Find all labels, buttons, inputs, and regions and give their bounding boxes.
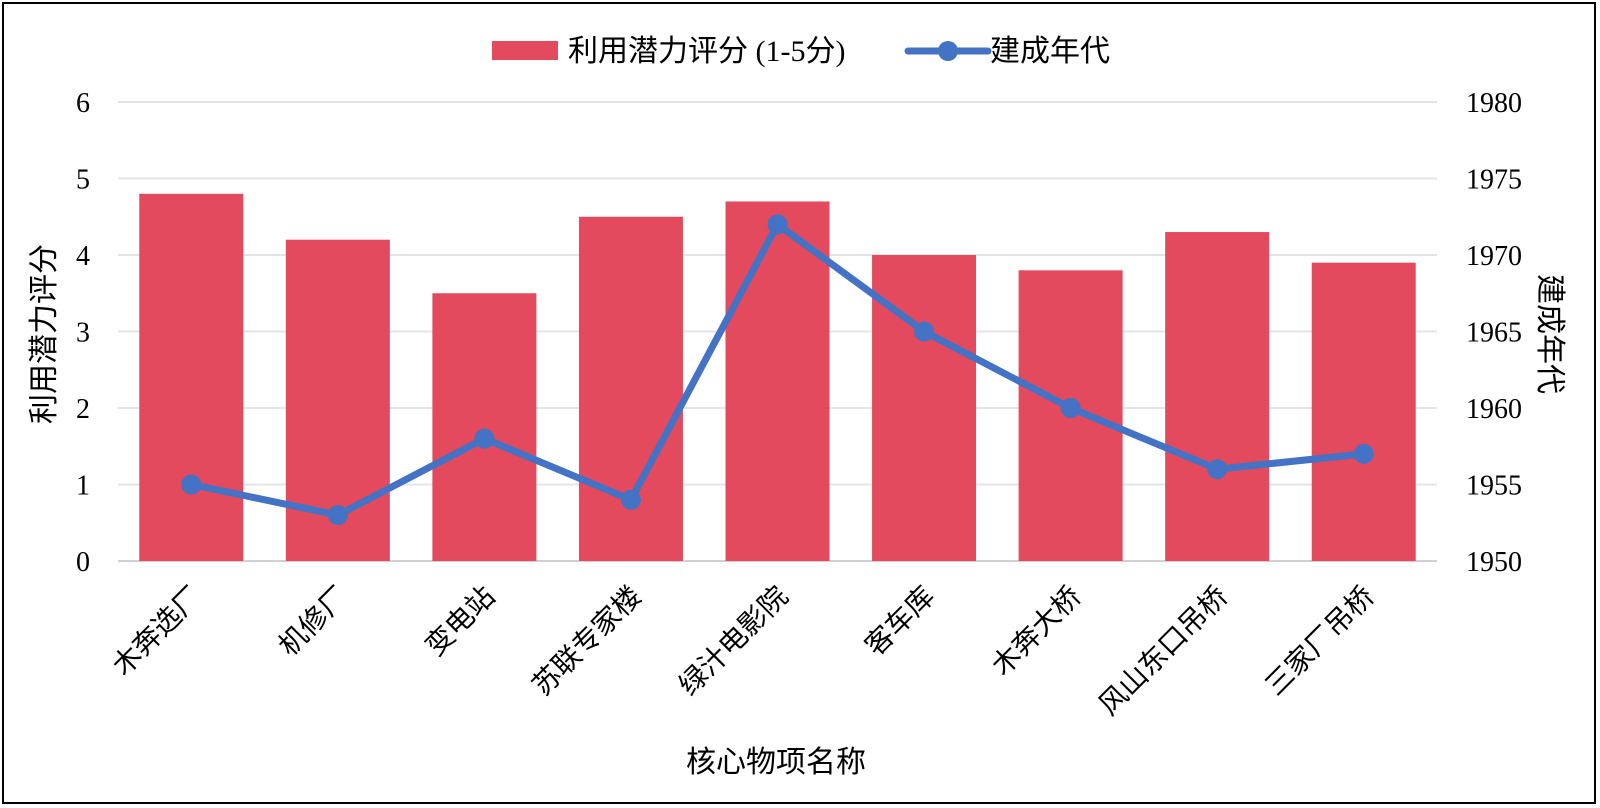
bar — [725, 201, 830, 561]
line-point — [474, 428, 495, 449]
category-labels: 木奔选厂 机修厂 变电站 苏联专家楼 绿汁电影院 客车库 木奔大桥 风山东口吊桥 三家厂吊桥 — [106, 580, 1380, 721]
category-label: 风山东口吊桥 — [1093, 580, 1234, 721]
y2-axis-title: 建成年代 — [1533, 274, 1566, 394]
bar-series — [139, 193, 1416, 562]
legend-bar-swatch — [492, 41, 558, 60]
left-tick-label: 2 — [76, 394, 90, 425]
x-axis-title: 核心物项名称 — [686, 746, 866, 779]
left-tick-label: 5 — [76, 165, 90, 196]
category-label: 三家厂吊桥 — [1259, 580, 1381, 702]
category-label: 木奔大桥 — [986, 580, 1088, 682]
bar — [432, 293, 537, 561]
line-point — [620, 489, 641, 510]
legend: 利用潜力评分 (1-5分) 建成年代 — [492, 35, 1110, 68]
left-tick-label: 1 — [76, 471, 90, 502]
right-tick-label: 1965 — [1466, 318, 1522, 349]
line-series — [181, 214, 1374, 526]
line-point — [181, 474, 202, 495]
right-axis-ticks: 1950 1955 1960 1965 1970 1975 1980 — [1466, 88, 1522, 578]
right-tick-label: 1970 — [1466, 241, 1522, 272]
legend-line-label: 建成年代 — [990, 35, 1110, 68]
left-tick-label: 6 — [76, 88, 90, 119]
legend-line-marker — [938, 41, 958, 61]
bar — [1311, 262, 1416, 561]
category-label: 变电站 — [419, 580, 501, 662]
line-point — [914, 321, 935, 342]
right-tick-label: 1960 — [1466, 394, 1522, 425]
left-axis-ticks: 0 1 2 3 4 5 6 — [76, 88, 90, 578]
left-tick-label: 0 — [76, 547, 90, 578]
right-tick-label: 1975 — [1466, 165, 1522, 196]
left-tick-label: 3 — [76, 318, 90, 349]
category-label: 机修厂 — [273, 580, 355, 662]
right-tick-label: 1980 — [1466, 88, 1522, 119]
category-label: 木奔选厂 — [106, 580, 208, 682]
right-tick-label: 1955 — [1466, 471, 1522, 502]
line-point — [767, 214, 788, 235]
category-label: 绿汁电影院 — [673, 580, 795, 702]
line-point — [1060, 398, 1081, 418]
category-label: 客车库 — [859, 580, 941, 662]
line-point — [1353, 443, 1374, 464]
left-tick-label: 4 — [76, 241, 90, 272]
legend-bar-label: 利用潜力评分 (1-5分) — [568, 35, 845, 68]
bar — [1165, 232, 1270, 562]
y-axis-title: 利用潜力评分 — [28, 244, 61, 424]
bar — [139, 193, 244, 562]
right-tick-label: 1950 — [1466, 547, 1522, 578]
line-point — [327, 505, 348, 526]
line-point — [1207, 459, 1228, 480]
category-label: 苏联专家楼 — [526, 580, 648, 702]
